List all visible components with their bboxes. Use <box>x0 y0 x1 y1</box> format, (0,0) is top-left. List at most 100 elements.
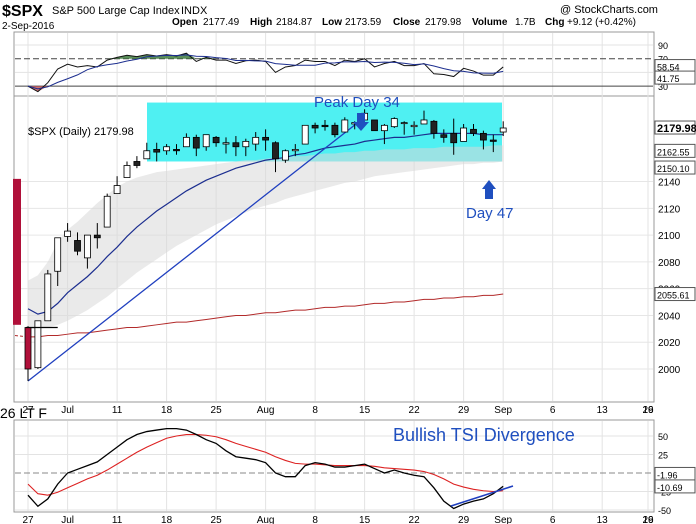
candle-body <box>133 161 141 166</box>
volume-value: 1.7B <box>515 17 536 28</box>
candle-body <box>410 124 418 128</box>
low-label: Low <box>322 17 342 28</box>
candle-body <box>84 234 91 259</box>
rsi-tick-label: 30 <box>658 82 668 92</box>
index-name: S&P 500 Large Cap Index <box>52 5 180 17</box>
candle-body <box>291 149 299 152</box>
axis-layer: 27 27 Jul Jul 11 11 18 18 25 25 Aug Aug 8 8 15 15 22 22 29… <box>22 41 696 524</box>
tsi-layer <box>27 427 514 510</box>
band-badge: 2150.10 <box>657 164 690 174</box>
x-tick-label-lower: 26 <box>642 515 654 524</box>
x-tick-label-lower: Sep <box>494 515 512 524</box>
candle-body <box>232 142 240 148</box>
y-tick-label: 2080 <box>658 258 681 269</box>
x-tick-label-lower: 11 <box>112 515 123 524</box>
candle-body <box>44 273 52 322</box>
open-value: 2177.49 <box>203 17 240 28</box>
candle-body <box>212 136 220 144</box>
candle-body <box>262 136 270 141</box>
candle-body <box>489 139 497 142</box>
day47-annotation: Day 47 <box>466 205 514 222</box>
close-label: Close <box>393 17 421 28</box>
candle-body <box>153 149 161 153</box>
y-tick-label: 2040 <box>658 311 681 322</box>
candle-body <box>341 119 349 133</box>
tsi-badge: -1.96 <box>657 470 678 480</box>
open-label: Open <box>172 17 198 28</box>
candle-body <box>470 128 477 134</box>
candle-body <box>331 124 339 136</box>
candle-body <box>460 127 468 142</box>
candle-body <box>420 119 428 125</box>
ohlc-summary: Open 2177.49 High 2184.87 Low 2173.59 Cl… <box>172 17 636 28</box>
close-value: 2179.98 <box>425 17 462 28</box>
trendline <box>27 116 366 382</box>
peak-annotation: Peak Day 34 <box>314 94 400 111</box>
y-tick-label: 2020 <box>658 338 681 349</box>
x-tick-label-lower: Aug <box>257 515 275 524</box>
x-tick-label: 13 <box>597 405 609 416</box>
x-tick-label: 27 <box>22 405 34 416</box>
candle-body <box>321 124 329 128</box>
ma-short-badge-box <box>654 143 696 158</box>
candle-body <box>371 119 378 132</box>
candle-body <box>272 142 279 160</box>
candle-body <box>54 237 62 272</box>
chg-label: Chg <box>545 17 564 28</box>
candle-body <box>192 136 200 149</box>
x-tick-label: Aug <box>257 405 275 416</box>
up-arrow-icon <box>482 180 496 199</box>
rsi-signal-line <box>27 54 504 90</box>
x-tick-label-lower: 18 <box>161 515 173 524</box>
candle-body <box>173 149 180 152</box>
candle-body <box>93 234 101 239</box>
x-tick-label: 18 <box>161 405 173 416</box>
x-tick-label: 19 <box>642 405 654 416</box>
candle-body <box>24 327 32 370</box>
lower-panel-label: 26 LT F <box>0 405 47 421</box>
x-tick-label-lower: 25 <box>211 515 223 524</box>
x-tick-label-lower: 13 <box>597 515 609 524</box>
x-tick-label-lower: 29 <box>458 515 470 524</box>
price-layer <box>13 102 507 382</box>
candle-body <box>380 124 388 132</box>
candle-body <box>390 118 398 128</box>
x-tick-label: 11 <box>112 405 123 416</box>
tsi-annotation: Bullish TSI Divergence <box>393 425 575 445</box>
tsi-line <box>27 427 504 510</box>
x-tick-label-lower: 27 <box>22 515 34 524</box>
x-tick-label: 22 <box>409 405 421 416</box>
x-tick-label-lower: 6 <box>550 515 556 524</box>
candle-body <box>202 134 210 148</box>
watermark: @ StockCharts.com <box>560 4 658 16</box>
candle-body <box>123 165 131 178</box>
rsi-badge-2: 41.75 <box>657 74 680 84</box>
rsi-badge: 58.54 <box>657 63 680 73</box>
x-tick-label: Sep <box>494 405 512 416</box>
low-value: 2173.59 <box>345 17 382 28</box>
x-tick-label: Jul <box>61 405 74 416</box>
tsi-signal-line <box>27 433 504 496</box>
candle-body <box>499 127 507 133</box>
y-tick-label: 2140 <box>658 178 681 189</box>
candle-body <box>222 142 230 145</box>
rsi-layer <box>27 52 504 93</box>
x-tick-label-lower: Jul <box>61 515 74 524</box>
x-tick-label: 25 <box>211 405 223 416</box>
y-tick-label: 2120 <box>658 204 681 215</box>
candle-body <box>182 136 190 148</box>
x-tick-label: 8 <box>312 405 318 416</box>
x-tick-label: 15 <box>359 405 371 416</box>
tsi-panel <box>13 419 655 513</box>
price-badge-box <box>654 120 696 135</box>
candle-body <box>400 122 408 125</box>
x-tick-label-lower: 8 <box>312 515 318 524</box>
x-tick-label-lower: 15 <box>359 515 371 524</box>
candle-body <box>311 124 319 129</box>
envelope-band <box>28 145 504 329</box>
x-tick-label: 26 <box>642 405 654 416</box>
long-ma-line <box>28 293 504 338</box>
candle-body <box>430 120 438 134</box>
chg-value: +9.12 (+0.42%) <box>567 17 636 28</box>
candle-body <box>163 146 171 152</box>
